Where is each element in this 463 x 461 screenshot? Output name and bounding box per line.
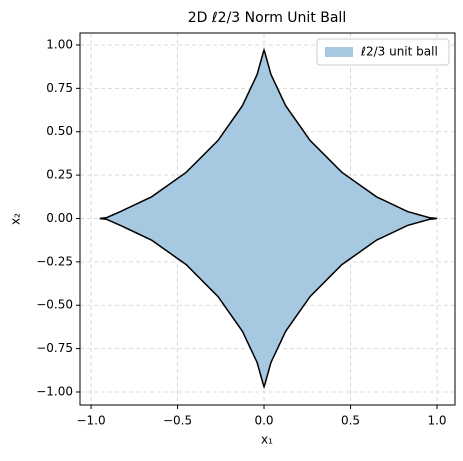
outline <box>99 47 438 390</box>
y-tick-label: 0.50 <box>46 124 73 138</box>
chart-title: 2D ℓ2/3 Norm Unit Ball <box>188 10 346 26</box>
y-tick-label: −0.75 <box>36 341 73 355</box>
legend-swatch <box>325 47 353 57</box>
y-tick-label: 0.25 <box>46 168 73 182</box>
legend-box <box>316 38 450 66</box>
x-axis-label: x₁ <box>261 433 273 447</box>
x-tick-label: 0.5 <box>341 414 360 428</box>
x-tick-label: 1.0 <box>427 414 446 428</box>
y-tick-label: −1.00 <box>36 384 73 398</box>
legend-label: ℓ2/3 unit ball <box>360 45 438 59</box>
x-tick-label: 0.0 <box>254 414 273 428</box>
plot-frame <box>79 32 456 406</box>
y-tick-label: −0.25 <box>36 254 73 268</box>
x-tick-label: −1.0 <box>76 414 105 428</box>
x-tick-label: −0.5 <box>163 414 192 428</box>
y-tick-label: 0.75 <box>46 81 73 95</box>
y-tick-label: −0.50 <box>36 298 73 312</box>
y-tick-label: 0.00 <box>46 211 73 225</box>
y-tick-label: 1.00 <box>46 37 73 51</box>
area <box>99 50 438 387</box>
y-axis-label: x₂ <box>9 213 23 225</box>
